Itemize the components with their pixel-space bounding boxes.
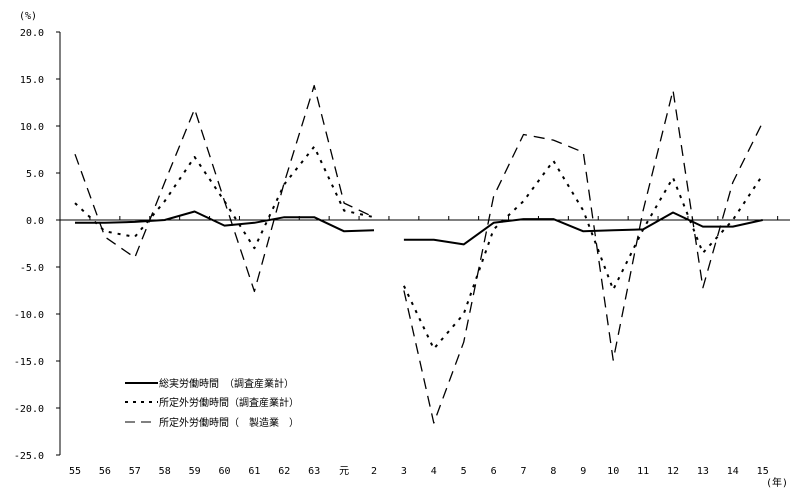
y-tick-label: 0.0 (26, 216, 44, 227)
series-line-dashed (403, 89, 764, 424)
y-tick-label: 10.0 (20, 122, 44, 133)
x-tick-label: 13 (697, 466, 709, 477)
x-tick-label: 2 (371, 466, 377, 477)
x-tick-label: 10 (607, 466, 619, 477)
x-tick-label: 57 (129, 466, 141, 477)
legend: 総実労働時間 （調査産業計） 所定外労働時間（調査産業計） 所定外労働時間（ 製… (125, 377, 299, 429)
y-tick-label: 20.0 (20, 28, 44, 39)
x-tick-label: 15 (757, 466, 769, 477)
series-line-solid (403, 211, 763, 246)
x-tick-label: 56 (99, 466, 111, 477)
axes: 20.0 15.0 10.0 5.0 0.0 -5.0 -10.0 -15.0 -20.0 -25… (14, 28, 790, 477)
y-axis-unit-label: (%) (19, 11, 37, 22)
x-tick-label: 60 (218, 466, 230, 477)
legend-label-overtime-all: 所定外労働時間（調査産業計） (159, 396, 299, 409)
x-tick-label: 6 (491, 466, 497, 477)
x-tick-label: 61 (248, 466, 260, 477)
series-line-solid (75, 210, 375, 233)
y-tick-label: -25.0 (14, 451, 44, 462)
y-tick-label: -5.0 (20, 263, 44, 274)
x-tick-label: 55 (69, 466, 81, 477)
y-tick-label: 15.0 (20, 75, 44, 86)
x-tick-label: 8 (550, 466, 556, 477)
x-tick-label: 63 (308, 466, 320, 477)
series-line-dashed (74, 84, 375, 293)
x-tick-label: 62 (278, 466, 290, 477)
x-tick-label: 12 (667, 466, 679, 477)
x-tick-label: 5 (461, 466, 467, 477)
y-tick-label: -20.0 (14, 404, 44, 415)
x-tick-label: 59 (189, 466, 201, 477)
y-tick-label: -15.0 (14, 357, 44, 368)
x-tick-label: 4 (431, 466, 437, 477)
legend-label-overtime-manufacturing: 所定外労働時間（ 製造業 ） (159, 416, 299, 429)
x-tick-label: 7 (520, 466, 526, 477)
legend-label-total-hours: 総実労働時間 （調査産業計） (159, 377, 294, 390)
x-tick-label: 9 (580, 466, 586, 477)
x-tick-label: 14 (727, 466, 739, 477)
series-lines (74, 84, 764, 424)
y-tick-label: -10.0 (14, 310, 44, 321)
y-tick-label: 5.0 (26, 169, 44, 180)
x-tick-label: 元 (339, 466, 349, 477)
x-tick-label: 3 (401, 466, 407, 477)
x-tick-label: 11 (637, 466, 649, 477)
x-axis-unit-label: (年) (766, 476, 788, 489)
series-line-dotted (74, 145, 375, 250)
x-tick-label: 58 (159, 466, 171, 477)
series-line-dotted (402, 159, 764, 350)
